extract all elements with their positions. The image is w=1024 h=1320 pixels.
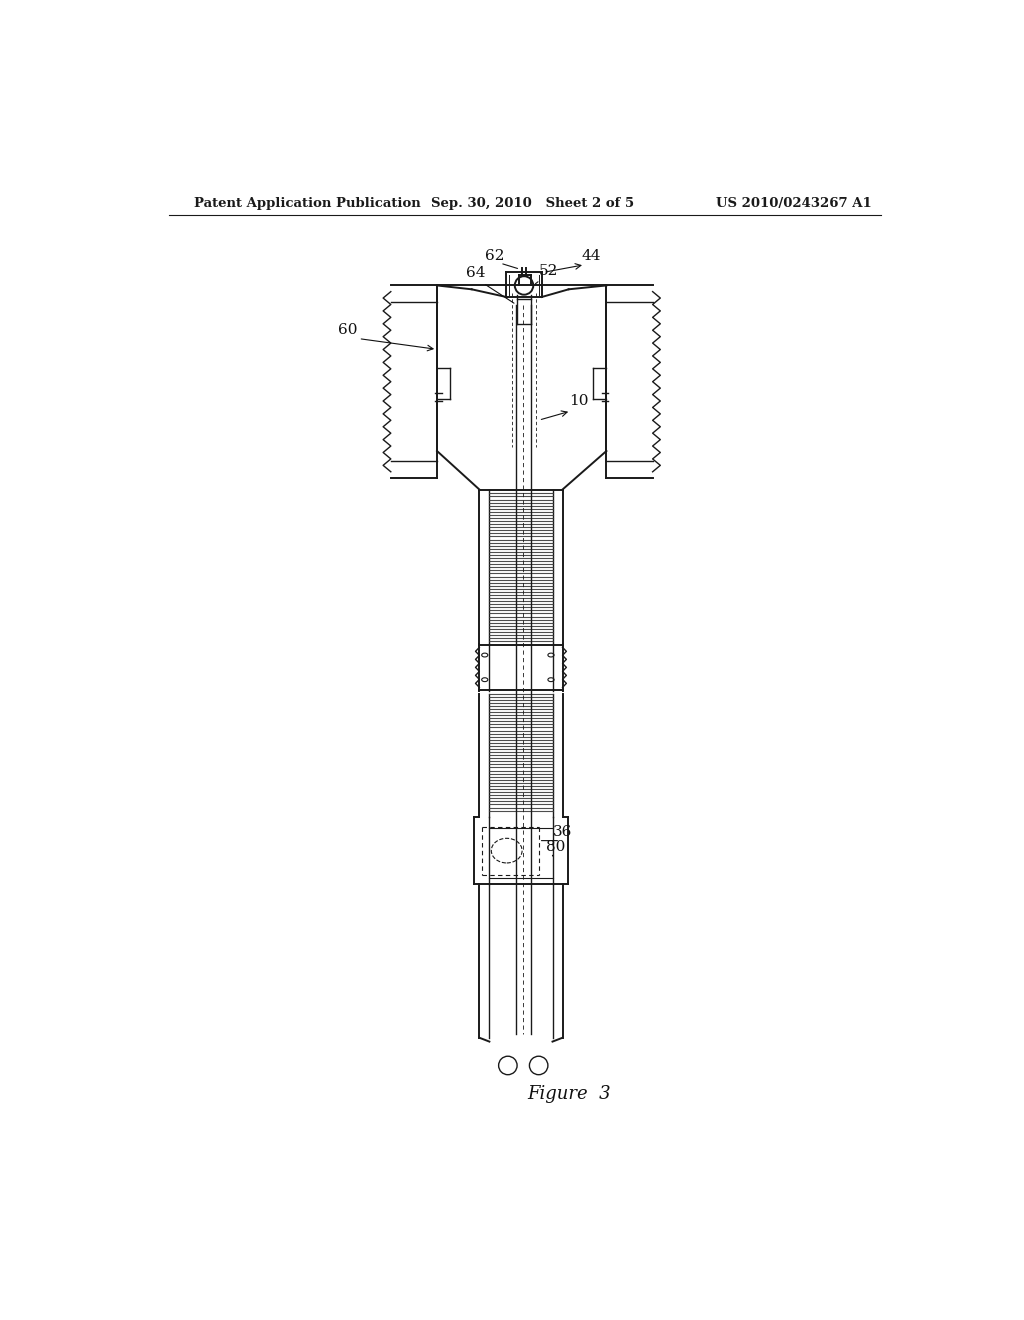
Text: Patent Application Publication: Patent Application Publication <box>194 197 421 210</box>
Text: 36: 36 <box>553 825 571 840</box>
Ellipse shape <box>492 838 522 863</box>
Ellipse shape <box>548 653 554 657</box>
Ellipse shape <box>548 677 554 681</box>
Text: Figure  3: Figure 3 <box>527 1085 610 1104</box>
Ellipse shape <box>481 677 487 681</box>
Text: 44: 44 <box>581 249 600 263</box>
Text: 52: 52 <box>539 264 558 279</box>
Text: US 2010/0243267 A1: US 2010/0243267 A1 <box>716 197 871 210</box>
Text: 80: 80 <box>547 841 565 854</box>
Ellipse shape <box>481 653 487 657</box>
Text: 64: 64 <box>466 267 485 280</box>
Text: Sep. 30, 2010   Sheet 2 of 5: Sep. 30, 2010 Sheet 2 of 5 <box>431 197 634 210</box>
Text: 62: 62 <box>484 249 504 263</box>
Text: 60: 60 <box>339 323 358 337</box>
Text: 10: 10 <box>569 393 589 408</box>
